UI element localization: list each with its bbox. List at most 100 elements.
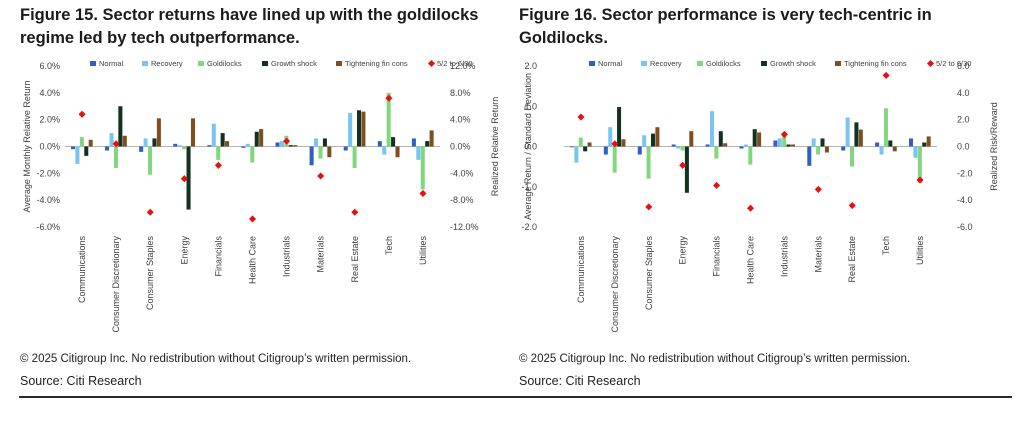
bar-growth-shock-real-estate	[356, 110, 362, 147]
figure-16-chart: 2.0 1.0 0.0 -1.0 -2.0 6.0 4.0 2.0 0.0 -2.0 -4.0 -6.…	[521, 59, 999, 333]
bar-growth-shock-consumer-staples	[650, 133, 655, 147]
bar-recovery-health-care	[245, 143, 250, 147]
category-label-tech: Tech	[881, 236, 891, 255]
figure-15-title: Figure 15. Sector returns have lined up …	[20, 6, 479, 47]
left-axis-tick-label: -6.0%	[36, 222, 60, 232]
bar-goldilocks-real-estate	[850, 146, 855, 167]
left-axis-tick-label: 6.0%	[39, 61, 60, 71]
bar-goldilocks-health-care	[250, 146, 255, 163]
legend-marker-5-2-to-6-30	[427, 59, 436, 68]
bar-recovery-materials	[314, 138, 319, 147]
bar-growth-shock-industrials	[786, 144, 791, 147]
legend-item-5-2-to-6-30: 5/2 to 6/30	[926, 59, 971, 68]
bar-growth-shock-consumer-staples	[152, 138, 157, 147]
bar-growth-shock-consumer-discretionary	[617, 107, 622, 147]
bar-tightening-fin-cons-financials	[723, 143, 728, 147]
category-label-energy: Energy	[678, 236, 688, 265]
figure-16-panel: Figure 16. Sector performance is very te…	[519, 0, 1019, 400]
category-labels: Communications Consumer Discretionary Cons…	[77, 236, 428, 333]
legend-label-goldilocks: Goldilocks	[706, 59, 741, 68]
left-axis-tick-label: -1.0	[521, 182, 537, 192]
bar-tightening-fin-cons-materials	[327, 146, 332, 158]
legend-label-5-2-to-6-30: 5/2 to 6/30	[437, 59, 472, 68]
bar-growth-shock-real-estate	[854, 122, 859, 147]
bar-goldilocks-real-estate	[352, 146, 357, 168]
bar-recovery-industrials	[777, 138, 782, 147]
data-point-5-2-to-6-30-materials	[814, 185, 822, 193]
left-axis-tick-label: 0.0%	[39, 142, 60, 152]
bar-growth-shock-communications	[583, 146, 588, 152]
legend-marker-5-2-to-6-30	[926, 59, 935, 68]
legend-label-recovery: Recovery	[151, 59, 183, 68]
bar-tightening-fin-cons-real-estate	[361, 111, 366, 147]
bar-recovery-energy	[177, 145, 182, 147]
bar-goldilocks-communications	[79, 137, 84, 147]
bar-recovery-consumer-discretionary	[109, 133, 114, 147]
bar-recovery-communications	[75, 146, 80, 164]
bar-recovery-consumer-staples	[642, 135, 647, 147]
category-label-energy: Energy	[179, 236, 189, 265]
bar-tightening-fin-cons-consumer-discretionary	[621, 139, 626, 147]
legend-swatch-normal	[90, 61, 96, 66]
bar-growth-shock-financials	[718, 131, 723, 147]
figure-15-copyright: © 2025 Citigroup Inc. No redistribution …	[20, 353, 412, 365]
data-point-5-2-to-6-30-utilities	[419, 189, 427, 197]
bar-recovery-utilities	[913, 146, 918, 158]
bar-tightening-fin-cons-communications	[587, 142, 592, 147]
legend-label-tightening-fin-cons: Tightening fin cons	[345, 59, 408, 68]
category-label-communications: Communications	[576, 236, 586, 304]
bar-growth-shock-utilities	[425, 141, 430, 147]
legend-swatch-recovery	[641, 61, 647, 66]
bar-tightening-fin-cons-industrials	[293, 145, 298, 147]
left-axis-tick-label: -2.0	[521, 222, 537, 232]
left-axis-tick-label: 4.0%	[39, 88, 60, 98]
legend-label-growth-shock: Growth shock	[271, 59, 317, 68]
left-axis-tick-label: -4.0%	[36, 195, 60, 205]
data-point-5-2-to-6-30-materials	[317, 172, 325, 180]
bar-goldilocks-energy	[680, 146, 685, 151]
bar-normal-health-care	[241, 146, 246, 148]
bar-normal-financials	[705, 144, 710, 147]
bottom-divider	[19, 396, 1012, 398]
bar-normal-tech	[875, 142, 880, 147]
bar-goldilocks-materials	[318, 146, 323, 159]
bar-normal-financials	[207, 145, 212, 147]
category-label-financials: Financials	[213, 236, 223, 277]
bar-normal-real-estate	[841, 146, 846, 151]
bar-recovery-consumer-staples	[143, 138, 148, 147]
bar-tightening-fin-cons-industrials	[791, 144, 796, 147]
right-axis-title: Realized Risk/Reward	[989, 102, 999, 191]
bar-goldilocks-energy	[182, 146, 187, 150]
legend-swatch-normal	[589, 61, 595, 66]
right-axis-tick-label: 0.0	[957, 142, 970, 152]
figure-15-source: Source: Citi Research	[20, 374, 142, 388]
legend-swatch-goldilocks	[198, 61, 204, 66]
left-axis-tick-label: 2.0%	[39, 115, 60, 125]
category-label-health-care: Health Care	[248, 236, 258, 284]
bar-goldilocks-tech	[386, 92, 391, 147]
bar-recovery-communications	[574, 146, 579, 163]
legend-label-normal: Normal	[99, 59, 124, 68]
bar-growth-shock-health-care	[254, 131, 259, 147]
bar-tightening-fin-cons-tech	[892, 146, 897, 152]
legend-item-growth-shock: Growth shock	[262, 59, 317, 68]
legend-swatch-recovery	[142, 61, 148, 66]
bar-recovery-real-estate	[845, 117, 850, 147]
legend-label-growth-shock: Growth shock	[770, 59, 816, 68]
right-axis-tick-label: -12.0%	[450, 222, 479, 232]
data-point-5-2-to-6-30-consumer-discretionary	[611, 140, 619, 148]
legend-swatch-growth-shock	[761, 61, 767, 66]
data-point-5-2-to-6-30-industrials	[283, 137, 291, 145]
bar-growth-shock-tech	[391, 137, 396, 147]
bar-recovery-tech	[382, 146, 387, 155]
bar-normal-energy	[671, 144, 676, 147]
bar-recovery-utilities	[416, 146, 421, 160]
category-label-consumer-staples: Consumer Staples	[145, 236, 155, 311]
data-point-5-2-to-6-30-industrials	[780, 130, 788, 138]
category-label-industrials: Industrials	[779, 236, 789, 278]
bar-normal-materials	[807, 146, 812, 166]
bar-goldilocks-consumer-staples	[646, 146, 651, 179]
data-point-5-2-to-6-30-consumer-staples	[645, 203, 653, 211]
bar-growth-shock-health-care	[752, 129, 757, 147]
category-label-utilities: Utilities	[418, 236, 428, 266]
